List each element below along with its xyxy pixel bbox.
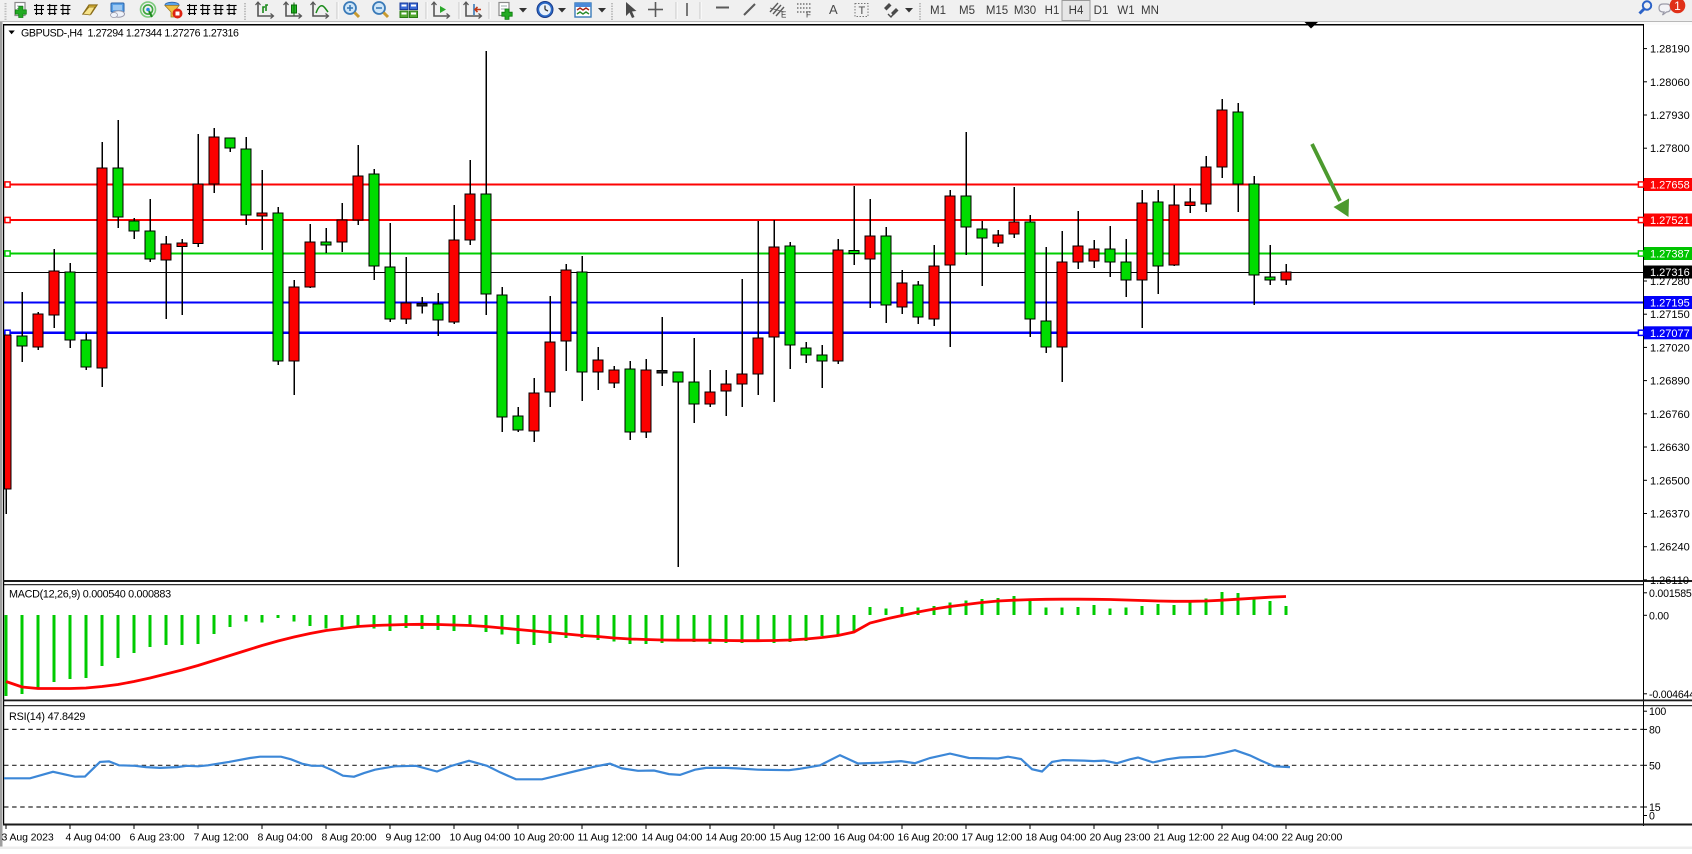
svg-text:1.27387: 1.27387 (1650, 249, 1690, 261)
svg-text:22 Aug 04:00: 22 Aug 04:00 (1218, 832, 1279, 844)
svg-text:F: F (806, 11, 811, 20)
svg-text:1.27658: 1.27658 (1650, 180, 1690, 192)
svg-text:4 Aug 04:00: 4 Aug 04:00 (66, 832, 121, 844)
svg-text:1: 1 (1674, 0, 1681, 13)
svg-text:6 Aug 23:00: 6 Aug 23:00 (130, 832, 185, 844)
svg-text:1.27800: 1.27800 (1650, 143, 1690, 155)
svg-text:22 Aug 20:00: 22 Aug 20:00 (1282, 832, 1343, 844)
svg-text:20 Aug 23:00: 20 Aug 23:00 (1090, 832, 1151, 844)
svg-text:8 Aug 20:00: 8 Aug 20:00 (322, 832, 377, 844)
svg-text:RSI(14) 47.8429: RSI(14) 47.8429 (9, 711, 85, 723)
svg-text:1.27195: 1.27195 (1650, 298, 1690, 310)
svg-text:50: 50 (1649, 760, 1661, 772)
svg-text:MACD(12,26,9) 0.000540 0.00088: MACD(12,26,9) 0.000540 0.000883 (9, 589, 171, 601)
svg-text:1.27150: 1.27150 (1650, 309, 1690, 321)
svg-text:7 Aug 12:00: 7 Aug 12:00 (194, 832, 249, 844)
svg-text:1.28190: 1.28190 (1650, 44, 1690, 56)
svg-text:H1: H1 (1045, 5, 1060, 17)
svg-text:16 Aug 20:00: 16 Aug 20:00 (898, 832, 959, 844)
svg-text:1.26110: 1.26110 (1650, 575, 1689, 587)
svg-text:M15: M15 (986, 5, 1008, 17)
svg-text:1.27020: 1.27020 (1650, 342, 1690, 354)
svg-text:9 Aug 12:00: 9 Aug 12:00 (386, 832, 441, 844)
svg-text:8 Aug 04:00: 8 Aug 04:00 (258, 832, 313, 844)
svg-text:1.26890: 1.26890 (1650, 376, 1690, 388)
svg-text:0.00: 0.00 (1649, 610, 1669, 622)
svg-text:-0.004644: -0.004644 (1649, 689, 1692, 701)
svg-text:1.27930: 1.27930 (1650, 110, 1690, 122)
svg-text:0.001585: 0.001585 (1649, 588, 1692, 600)
svg-text:1.26630: 1.26630 (1650, 442, 1690, 454)
svg-text:100: 100 (1649, 706, 1666, 718)
svg-text:10 Aug 04:00: 10 Aug 04:00 (450, 832, 511, 844)
svg-text:15 Aug 12:00: 15 Aug 12:00 (770, 832, 831, 844)
svg-text:1.27521: 1.27521 (1650, 215, 1690, 227)
svg-text:MN: MN (1141, 5, 1159, 17)
svg-text:10 Aug 20:00: 10 Aug 20:00 (514, 832, 575, 844)
svg-text:E: E (781, 11, 786, 20)
svg-text:M1: M1 (930, 5, 946, 17)
svg-text:T: T (859, 5, 866, 17)
svg-text:16 Aug 04:00: 16 Aug 04:00 (834, 832, 895, 844)
svg-text:W1: W1 (1117, 5, 1134, 17)
svg-text:15: 15 (1649, 802, 1661, 814)
svg-text:21 Aug 12:00: 21 Aug 12:00 (1154, 832, 1215, 844)
svg-text:80: 80 (1649, 724, 1661, 736)
svg-text:M30: M30 (1014, 5, 1036, 17)
svg-text:1.26240: 1.26240 (1650, 542, 1690, 554)
svg-text:1.26370: 1.26370 (1650, 509, 1690, 521)
svg-text:3 Aug 2023: 3 Aug 2023 (2, 832, 54, 844)
svg-text:1.26500: 1.26500 (1650, 475, 1690, 487)
svg-text:1.27280: 1.27280 (1650, 276, 1690, 288)
svg-text:1.26760: 1.26760 (1650, 409, 1690, 421)
svg-text:18 Aug 04:00: 18 Aug 04:00 (1026, 832, 1087, 844)
svg-text:11 Aug 12:00: 11 Aug 12:00 (578, 832, 638, 844)
svg-text:1.27077: 1.27077 (1650, 328, 1690, 340)
svg-text:M5: M5 (959, 5, 975, 17)
svg-text:0: 0 (1649, 811, 1655, 823)
svg-text:H4: H4 (1069, 5, 1084, 17)
svg-text:A: A (829, 2, 838, 17)
svg-text:GBPUSD-,H4 1.27294 1.27344 1.: GBPUSD-,H4 1.27294 1.27344 1.27276 1.273… (21, 28, 239, 40)
svg-text:1.27316: 1.27316 (1650, 267, 1690, 279)
svg-text:14 Aug 20:00: 14 Aug 20:00 (706, 832, 767, 844)
svg-text:1.28060: 1.28060 (1650, 77, 1690, 89)
svg-text:17 Aug 12:00: 17 Aug 12:00 (962, 832, 1023, 844)
svg-text:D1: D1 (1094, 5, 1109, 17)
svg-text:14 Aug 04:00: 14 Aug 04:00 (642, 832, 703, 844)
